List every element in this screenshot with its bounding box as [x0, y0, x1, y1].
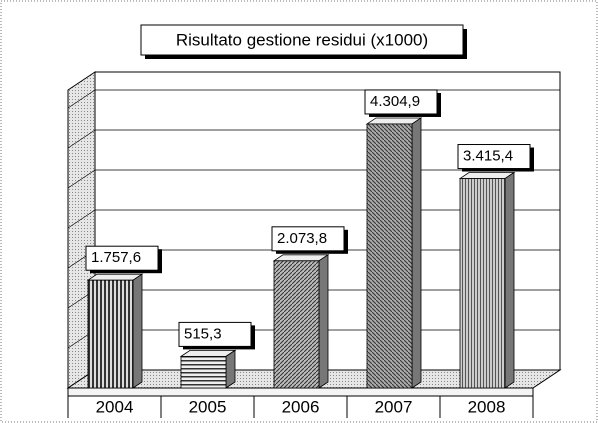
value-label-box	[457, 144, 531, 170]
bar-side	[225, 349, 236, 389]
x-tick-label: 2008	[468, 397, 506, 416]
x-tick-label: 2005	[189, 397, 227, 416]
bar	[273, 260, 320, 389]
title-box	[140, 24, 464, 56]
chart-title: Risultato gestione residui (x1000)	[176, 30, 428, 49]
bar	[459, 178, 506, 389]
value-label: 1.757,6	[91, 249, 141, 266]
grid-line	[67, 89, 96, 109]
value-label-box	[85, 245, 159, 271]
x-tick-label: 2006	[282, 397, 320, 416]
x-tick-label: 2007	[375, 397, 413, 416]
grid-line	[67, 169, 96, 189]
value-label: 515,3	[184, 325, 222, 342]
value-label: 4.304,9	[370, 93, 420, 110]
floor-edge	[67, 387, 534, 397]
value-label: 3.415,4	[463, 147, 513, 164]
value-label: 2.073,8	[277, 230, 327, 247]
bar-side	[318, 254, 329, 389]
bar-side	[132, 273, 143, 389]
x-tick-label: 2004	[96, 397, 134, 416]
bar	[87, 279, 134, 389]
grid-line	[67, 129, 96, 149]
value-label-box	[271, 226, 345, 252]
value-label-box	[178, 321, 252, 347]
bar-side	[504, 171, 515, 389]
grid-line	[67, 209, 96, 229]
bar	[180, 355, 227, 389]
bar-side	[411, 117, 422, 389]
bar	[366, 123, 413, 389]
value-label-box	[364, 89, 438, 115]
